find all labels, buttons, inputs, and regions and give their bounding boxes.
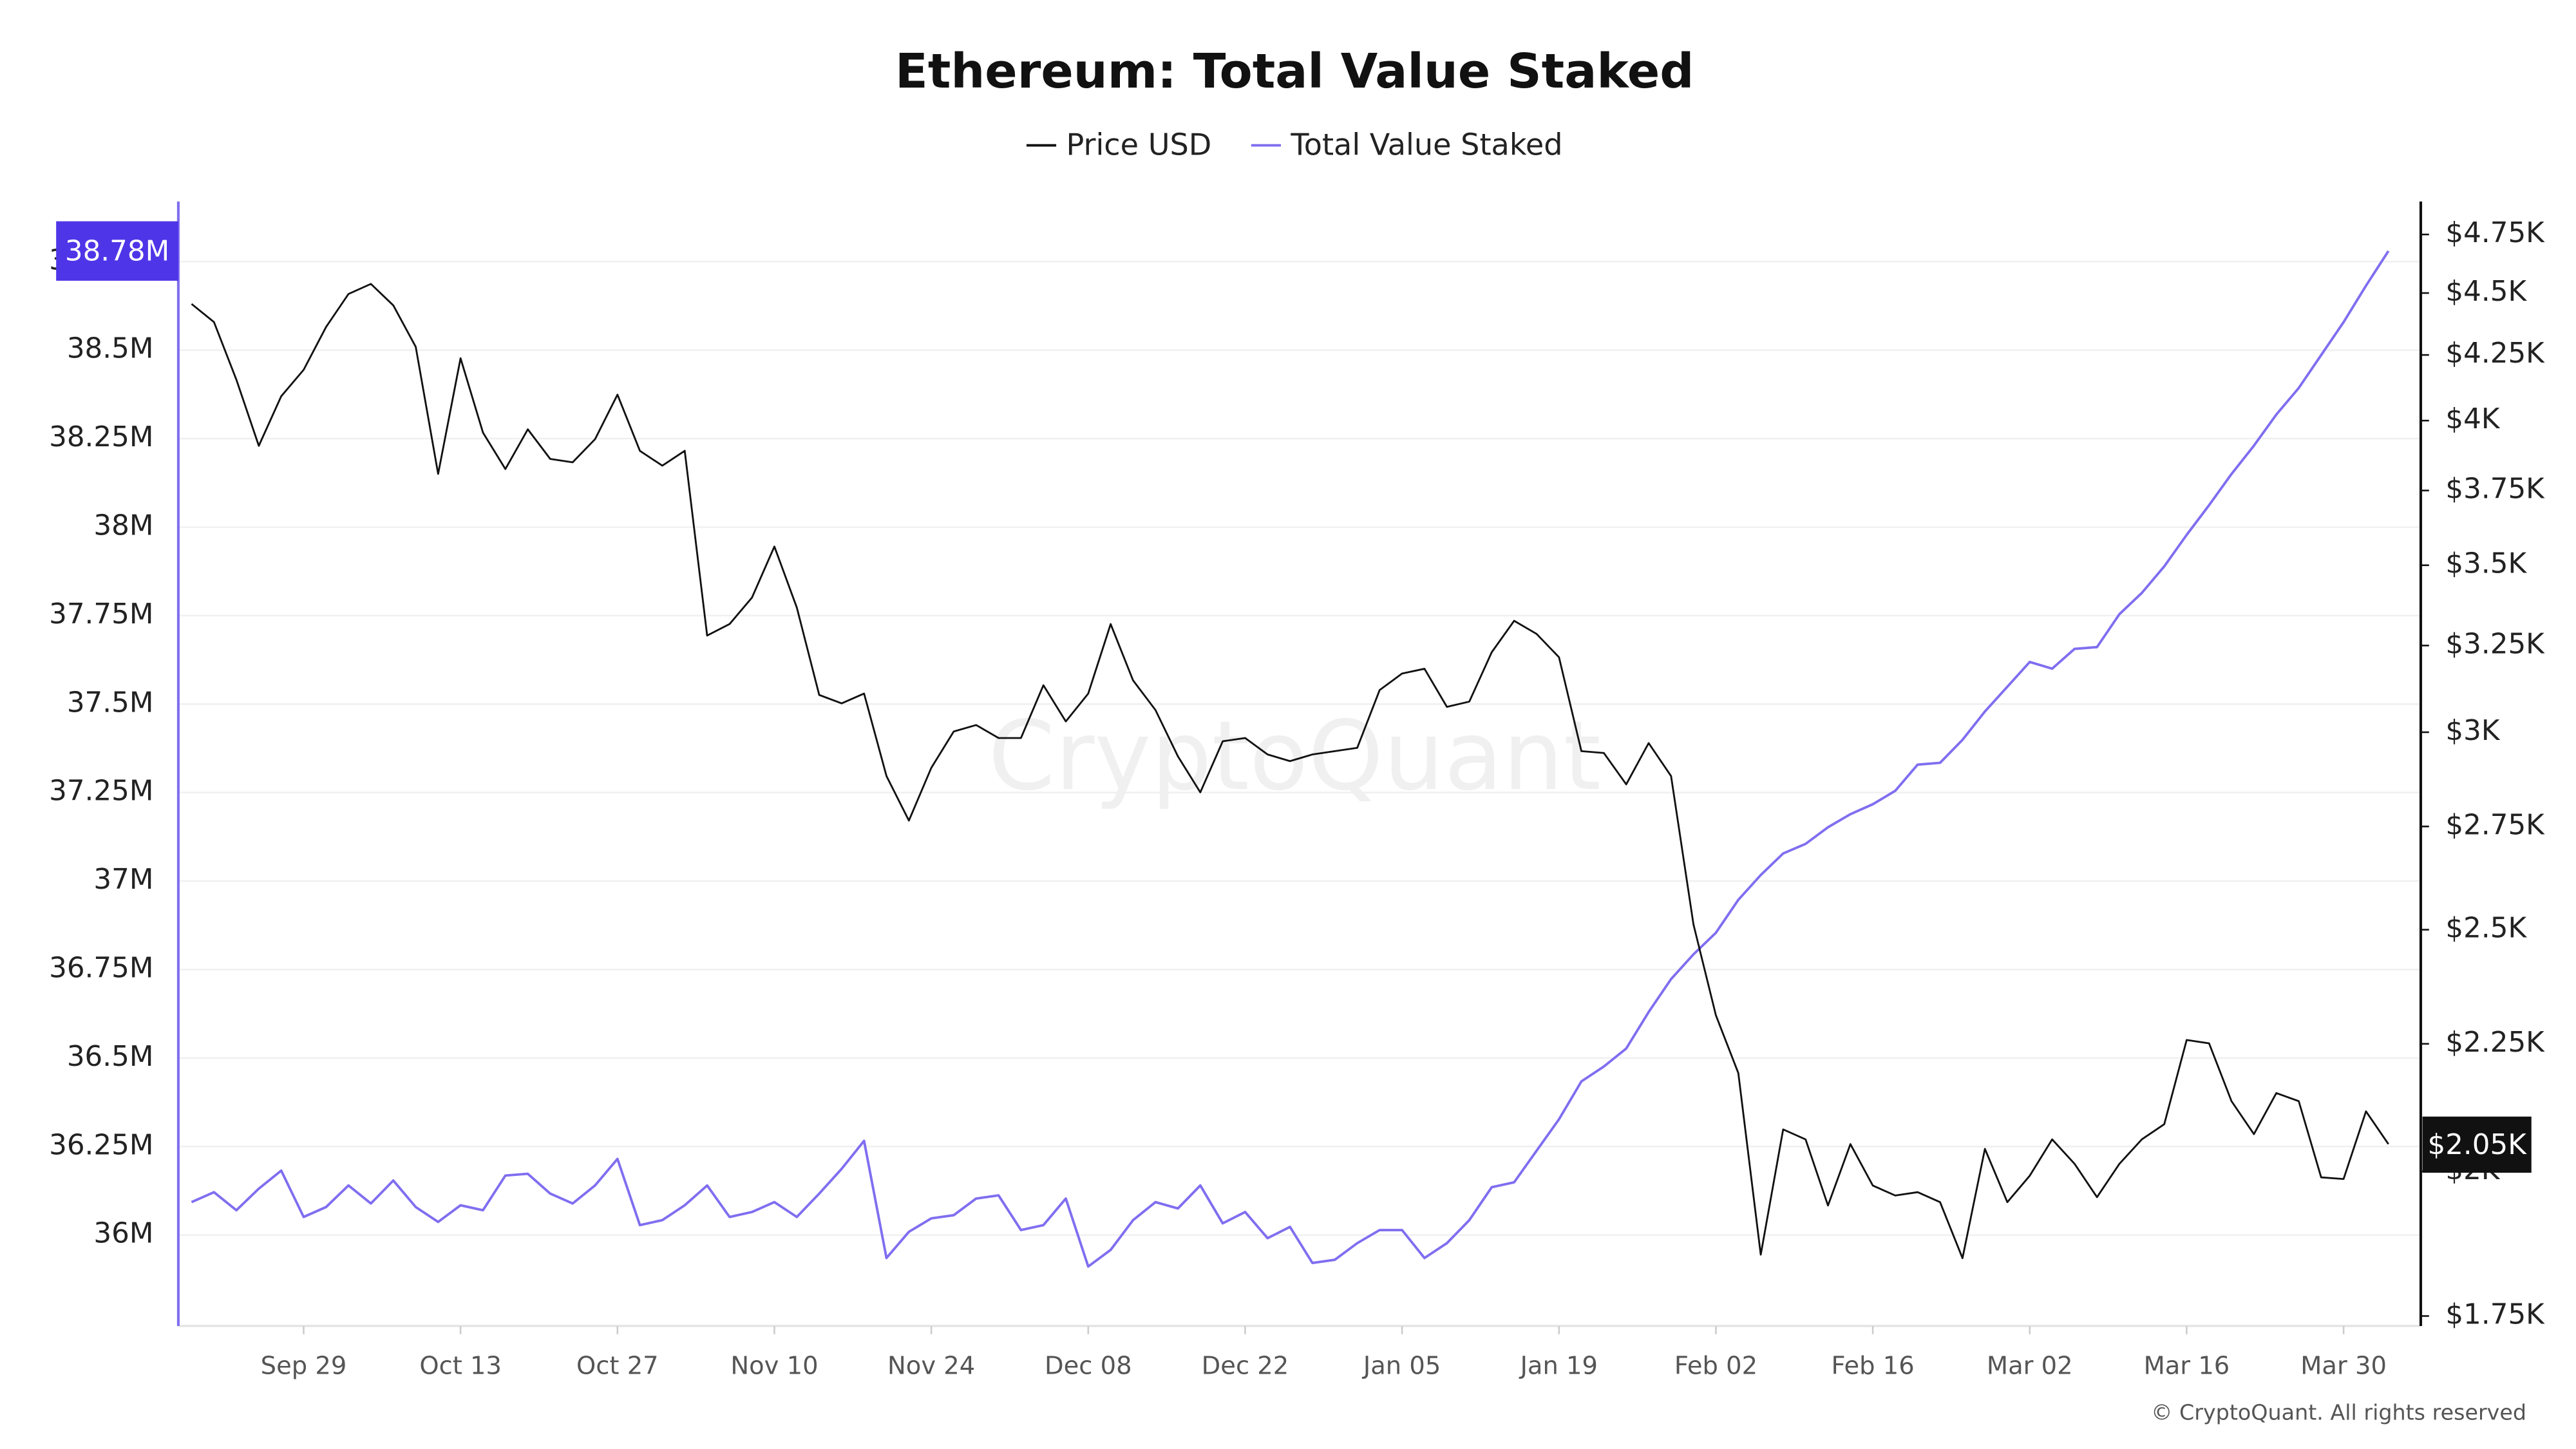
y-tick-label: 37.5M [67,687,154,719]
y-tick-label: 36.25M [49,1129,153,1161]
chart-title: Ethereum: Total Value Staked [895,43,1694,99]
legend-label: Price USD [1066,128,1211,162]
y-tick-label: 37M [93,864,153,896]
y-tick-label: 36.75M [49,952,153,985]
y2-tick-label: $3.25K [2445,628,2545,660]
y-tick-label: 37.25M [49,775,153,808]
current-value-label: $2.05K [2427,1129,2527,1161]
y2-tick-label: $3.5K [2445,548,2527,580]
credit: © CryptoQuant. All rights reserved [2151,1399,2526,1425]
x-tick-label: Mar 30 [2300,1352,2387,1381]
x-tick-label: Sep 29 [261,1352,347,1381]
current-value-label: 38.78M [65,235,169,267]
series-line [191,283,2389,1260]
legend-label: Total Value Staked [1290,128,1562,162]
y-tick-label: 38.25M [49,421,153,453]
y2-tick-label: $3.75K [2445,473,2545,506]
x-tick-label: Jan 19 [1519,1352,1598,1381]
current-value-badge [56,221,178,281]
y2-tick-label: $4K [2445,403,2500,435]
x-tick-label: Feb 02 [1674,1352,1757,1381]
legend: Price USD Total Value Staked [1026,128,1563,162]
y-tick-label: 36M [93,1218,153,1250]
x-tick-label: Nov 10 [730,1352,818,1381]
y-tick-label: 38.5M [67,333,154,365]
y2-tick-label: $2.25K [2445,1027,2545,1059]
current-value-badge [2422,1116,2532,1173]
x-tick-label: Oct 27 [576,1352,659,1381]
y2-tick-label: $4.25K [2445,337,2545,370]
x-tick-label: Jan 05 [1362,1352,1441,1381]
x-tick-label: Feb 16 [1831,1352,1914,1381]
y2-tick-label: $4.5K [2445,276,2527,308]
y2-tick-label: $3K [2445,715,2500,747]
y-tick-label: 38M [93,509,153,542]
x-tick-label: Mar 16 [2144,1352,2230,1381]
x-tick-label: Mar 02 [1987,1352,2073,1381]
x-tick-label: Dec 22 [1202,1352,1289,1381]
y2-tick-label: $2.75K [2445,809,2545,841]
y2-tick-label: $4.75K [2445,217,2545,249]
x-tick-label: Nov 24 [887,1352,975,1381]
y2-tick-label: $2.5K [2445,913,2527,945]
watermark: CryptoQuant [988,701,1601,812]
series-line [191,250,2390,1268]
x-tick-label: Oct 13 [419,1352,502,1381]
y-tick-label: 36.5M [67,1041,154,1073]
x-tick-label: Dec 08 [1045,1352,1132,1381]
y2-tick-label: $1.75K [2445,1299,2545,1331]
y-tick-label: 37.75M [49,598,153,630]
